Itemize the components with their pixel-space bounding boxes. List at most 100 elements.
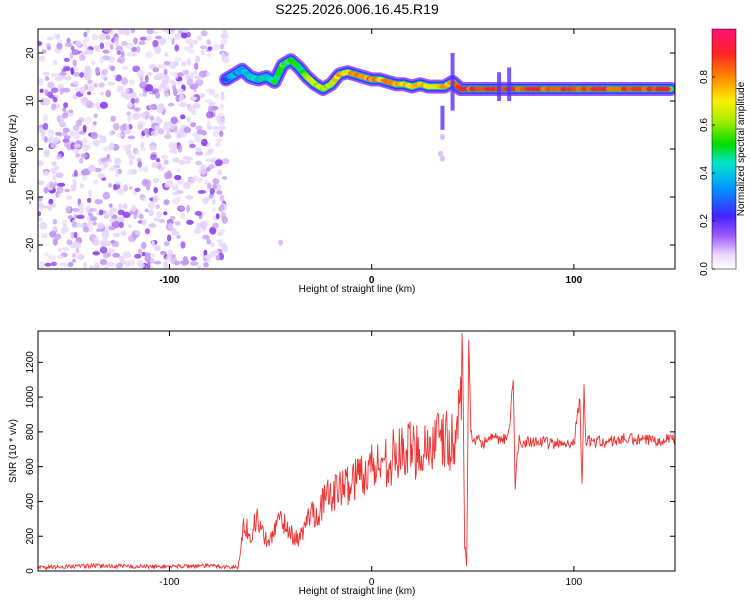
noise-speckle xyxy=(112,74,117,79)
noise-speckle xyxy=(153,217,161,222)
noise-speckle xyxy=(138,93,144,97)
noise-speckle xyxy=(141,219,147,226)
ridge-cell xyxy=(560,86,568,92)
noise-speckle xyxy=(193,175,199,180)
noise-speckle xyxy=(66,195,73,200)
noise-speckle xyxy=(59,72,68,76)
noise-speckle xyxy=(63,140,71,148)
noise-speckle xyxy=(155,91,161,99)
ridge-cell xyxy=(595,86,603,92)
noise-speckle xyxy=(157,128,165,135)
noise-speckle xyxy=(171,197,180,205)
noise-speckle xyxy=(49,183,56,189)
noise-speckle xyxy=(204,151,212,156)
noise-speckle xyxy=(100,91,104,96)
noise-speckle xyxy=(219,103,224,110)
colorbar-ticks: 0.0 0.2 0.4 0.6 0.8 xyxy=(699,70,715,276)
noise-speckle xyxy=(152,195,159,203)
noise-speckle xyxy=(91,60,96,66)
noise-speckle xyxy=(72,131,81,140)
noise-speckle xyxy=(38,127,45,132)
x-tick-label: 0 xyxy=(369,275,375,286)
noise-speckle xyxy=(95,45,100,52)
noise-speckle xyxy=(88,189,92,198)
noise-speckle xyxy=(134,98,139,103)
noise-speckle xyxy=(132,65,141,73)
ridge-cell xyxy=(570,86,578,92)
noise-speckle xyxy=(128,258,136,267)
noise-speckle xyxy=(98,33,106,41)
noise-speckle xyxy=(38,55,46,62)
colorbar-tick-label: 0.8 xyxy=(699,70,710,84)
figure-title: S225.2026.006.16.45.R19 xyxy=(275,1,439,17)
noise-speckle xyxy=(212,207,217,213)
noise-speckle xyxy=(94,140,99,147)
noise-speckle xyxy=(40,232,48,239)
colorbar-tick-label: 0.6 xyxy=(699,118,710,132)
noise-speckle xyxy=(132,107,141,111)
noise-speckle xyxy=(200,49,205,56)
noise-speckle xyxy=(172,186,180,191)
y-tick-label: -10 xyxy=(25,189,36,204)
noise-speckle xyxy=(134,253,142,259)
noise-speckle xyxy=(172,230,179,236)
noise-speckle xyxy=(50,261,58,267)
noise-speckle xyxy=(219,43,225,50)
snr-y-axis-label: SNR (10 * v/v) xyxy=(8,419,19,483)
y-tick-label: 0 xyxy=(25,568,36,574)
noise-speckle xyxy=(155,158,161,163)
noise-speckle xyxy=(219,204,225,211)
noise-speckle xyxy=(178,206,185,211)
noise-speckle xyxy=(172,157,180,163)
noise-speckle xyxy=(82,144,89,152)
noise-speckle xyxy=(124,93,131,100)
noise-speckle xyxy=(208,164,215,170)
noise-speckle xyxy=(203,254,212,260)
noise-speckle xyxy=(198,190,207,194)
noise-speckle xyxy=(48,198,54,205)
noise-speckle xyxy=(163,123,169,130)
noise-speckle xyxy=(216,239,224,243)
noise-speckle xyxy=(205,158,212,163)
noise-speckle xyxy=(130,97,136,104)
noise-speckle xyxy=(62,87,71,93)
noise-speckle xyxy=(113,122,120,131)
noise-speckle xyxy=(140,241,147,250)
noise-speckle xyxy=(105,89,112,98)
noise-speckle xyxy=(47,129,54,138)
noise-speckle xyxy=(134,187,141,192)
noise-speckle xyxy=(149,144,157,151)
ridge-cell xyxy=(535,86,542,92)
noise-speckle xyxy=(187,48,196,54)
ridge-cell xyxy=(600,86,608,92)
noise-speckle xyxy=(170,116,178,125)
noise-speckle xyxy=(194,75,202,80)
noise-speckle xyxy=(158,219,166,223)
y-tick-label: 20 xyxy=(25,47,36,59)
noise-speckle xyxy=(87,79,93,85)
noise-speckle xyxy=(206,53,212,57)
noise-speckle xyxy=(216,190,223,195)
noise-speckle xyxy=(99,56,104,64)
x-tick-label: 100 xyxy=(566,275,583,286)
noise-speckle xyxy=(144,166,149,173)
noise-speckle xyxy=(170,256,177,265)
ridge-streak xyxy=(450,53,455,111)
noise-speckle xyxy=(87,91,92,96)
noise-speckle xyxy=(161,63,167,71)
noise-speckle xyxy=(67,215,73,220)
noise-speckle xyxy=(119,29,124,35)
snr-series-line xyxy=(38,333,675,571)
noise-speckle xyxy=(107,81,116,86)
noise-speckle xyxy=(177,144,183,153)
noise-speckle xyxy=(139,36,148,41)
noise-speckle xyxy=(105,35,111,40)
noise-speckle xyxy=(73,169,78,177)
noise-speckle xyxy=(166,234,172,242)
noise-speckle xyxy=(132,112,141,120)
noise-speckle xyxy=(145,252,151,257)
noise-speckle xyxy=(93,83,98,88)
noise-speckle xyxy=(115,262,124,269)
noise-speckle xyxy=(78,55,85,61)
